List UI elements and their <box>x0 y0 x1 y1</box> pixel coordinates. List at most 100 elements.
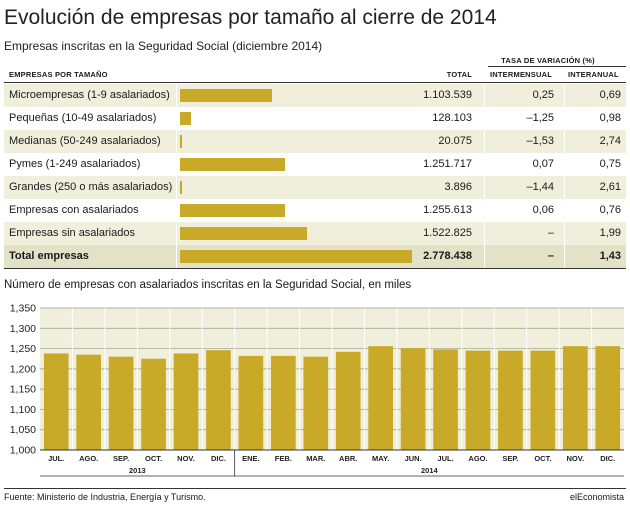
row-intermensual: –1,25 <box>526 112 554 124</box>
row-intermensual: – <box>547 227 554 239</box>
bar <box>400 348 426 450</box>
row-label: Pequeñas (10-49 asalariados) <box>9 112 157 124</box>
column-divider <box>564 107 565 130</box>
row-total: 1.522.825 <box>423 227 472 239</box>
bar <box>498 350 523 450</box>
x-tick-label: JUN. <box>405 454 422 463</box>
column-divider <box>484 222 485 245</box>
bar-chart: 1,000 1,050 1,100 1,150 1,200 1,250 1,300 1,350… <box>10 303 624 477</box>
x-tick-label: DIC. <box>211 454 226 463</box>
column-divider <box>564 153 565 176</box>
x-tick-label: JUL. <box>437 454 453 463</box>
row-label: Total empresas <box>9 250 89 262</box>
bar <box>595 346 621 450</box>
column-divider <box>564 130 565 153</box>
row-bar <box>180 204 285 217</box>
table-row: Pequeñas (10-49 asalariados) 128.103 –1,25… <box>4 107 626 130</box>
row-total: 128.103 <box>432 112 472 124</box>
brand-logo-text: elEconomista <box>569 492 624 502</box>
row-label: Medianas (50-249 asalariados) <box>9 135 161 147</box>
x-tick-label: MAY. <box>372 454 389 463</box>
row-bar <box>180 250 412 263</box>
row-intermensual: – <box>547 250 554 262</box>
x-tick-label: ENE. <box>242 454 260 463</box>
x-tick-label: AGO. <box>79 454 98 463</box>
bar <box>433 349 458 450</box>
column-divider <box>564 245 565 268</box>
column-divider <box>176 245 177 268</box>
row-total: 1.255.613 <box>423 204 472 216</box>
column-header-intermensual: INTERMENSUAL <box>490 70 552 79</box>
bar <box>530 350 556 450</box>
column-divider <box>484 245 485 268</box>
bar <box>303 356 329 450</box>
y-tick-label: 1,100 <box>10 404 36 416</box>
row-interanual: 1,99 <box>599 227 621 239</box>
column-divider <box>176 84 177 107</box>
row-intermensual: –1,53 <box>526 135 554 147</box>
row-label: Pymes (1-249 asalariados) <box>9 158 141 170</box>
row-intermensual: 0,07 <box>532 158 554 170</box>
bar <box>206 350 231 450</box>
header-rule <box>4 82 626 83</box>
year-label: 2014 <box>421 466 439 475</box>
bar <box>173 353 199 450</box>
x-tick-label: OCT. <box>534 454 551 463</box>
bar <box>335 351 361 450</box>
page-title: Evolución de empresas por tamaño al cier… <box>4 6 497 29</box>
column-divider <box>176 199 177 222</box>
footer-rule <box>4 488 626 489</box>
row-intermensual: 0,06 <box>532 204 554 216</box>
year-label: 2013 <box>129 466 146 475</box>
chart-title: Número de empresas con asalariados inscr… <box>4 279 412 291</box>
y-tick-label: 1,350 <box>10 303 36 315</box>
bar <box>465 350 491 450</box>
bar <box>43 353 69 450</box>
x-tick-label: NOV. <box>567 454 585 463</box>
row-total: 1.251.717 <box>423 158 472 170</box>
column-divider <box>564 176 565 199</box>
table-row: Medianas (50-249 asalariados) 20.075 –1,53… <box>4 130 626 153</box>
row-total: 3.896 <box>444 181 472 193</box>
bar <box>76 354 101 450</box>
bar <box>141 358 166 450</box>
table-bottom-rule <box>4 268 626 269</box>
bar <box>108 356 134 450</box>
column-divider <box>484 130 485 153</box>
y-tick-label: 1,300 <box>10 323 36 335</box>
x-tick-label: DIC. <box>600 454 615 463</box>
row-bar <box>180 112 191 125</box>
row-interanual: 0,76 <box>599 204 621 216</box>
x-tick-label: NOV. <box>177 454 195 463</box>
table-row: Empresas sin asalariados 1.522.825 – 1,99 <box>4 222 626 245</box>
row-total: 1.103.539 <box>423 89 472 101</box>
x-tick-label: OCT. <box>145 454 162 463</box>
column-header-size: EMPRESAS POR TAMAÑO <box>9 70 108 79</box>
row-interanual: 0,69 <box>599 89 621 101</box>
x-tick-label: JUL. <box>48 454 64 463</box>
column-divider <box>564 199 565 222</box>
variation-header: TASA DE VARIACIÓN (%) <box>501 56 595 65</box>
row-bar <box>180 158 285 171</box>
table-total-row: Total empresas 2.778.438 – 1,43 <box>4 245 626 268</box>
column-divider <box>176 153 177 176</box>
row-interanual: 2,61 <box>599 181 621 193</box>
bar <box>238 355 264 450</box>
x-tick-label: FEB. <box>275 454 292 463</box>
row-bar <box>180 227 308 240</box>
row-intermensual: –1,44 <box>526 181 554 193</box>
table-row: Pymes (1-249 asalariados) 1.251.717 0,07 0,… <box>4 153 626 176</box>
row-label: Empresas sin asalariados <box>9 227 135 239</box>
x-tick-label: SEP. <box>502 454 518 463</box>
y-tick-label: 1,200 <box>10 363 36 375</box>
row-intermensual: 0,25 <box>532 89 554 101</box>
column-divider <box>176 176 177 199</box>
y-tick-label: 1,050 <box>10 424 36 436</box>
bar <box>271 355 296 450</box>
column-divider <box>484 153 485 176</box>
column-divider <box>564 222 565 245</box>
bar <box>368 346 393 450</box>
row-bar <box>180 135 182 148</box>
column-header-total: TOTAL <box>446 70 472 79</box>
row-label: Empresas con asalariados <box>9 204 139 216</box>
